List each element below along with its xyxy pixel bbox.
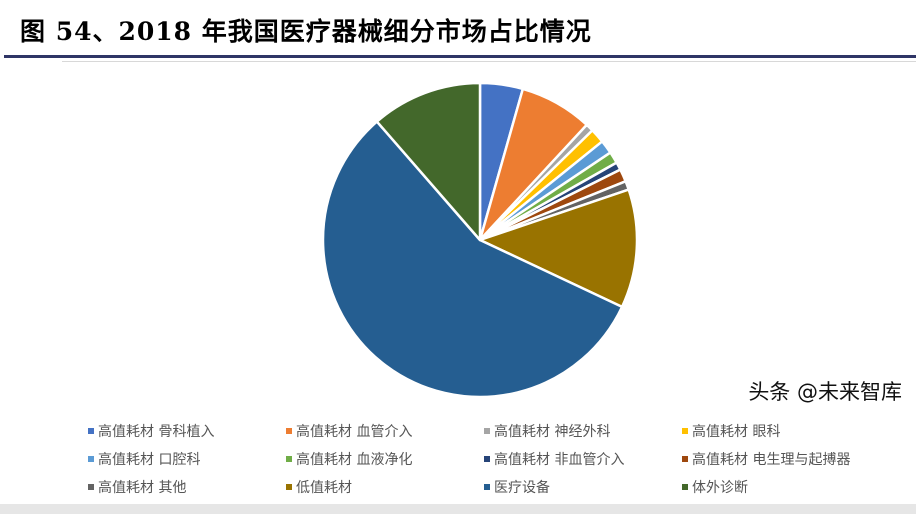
legend-label: 高值耗材 非血管介入 <box>494 452 625 468</box>
bottom-bar <box>0 504 916 514</box>
legend-swatch <box>286 484 292 490</box>
chart-title: 图 54、2018 年我国医疗器械细分市场占比情况 <box>20 17 592 46</box>
legend-label: 体外诊断 <box>692 480 748 496</box>
legend-item: 高值耗材 骨科植入 <box>88 420 286 442</box>
divider <box>62 61 916 62</box>
legend-item: 高值耗材 电生理与起搏器 <box>682 448 902 470</box>
legend-swatch <box>286 456 292 462</box>
legend-label: 高值耗材 眼科 <box>692 424 781 440</box>
legend-swatch <box>682 456 688 462</box>
legend-label: 高值耗材 血管介入 <box>296 424 413 440</box>
legend-label: 高值耗材 电生理与起搏器 <box>692 452 851 468</box>
legend-label: 医疗设备 <box>494 480 550 496</box>
legend-label: 低值耗材 <box>296 480 352 496</box>
legend-swatch <box>286 428 292 434</box>
legend-label: 高值耗材 其他 <box>98 480 187 496</box>
pie-slice <box>375 81 482 242</box>
legend-label: 高值耗材 骨科植入 <box>98 424 215 440</box>
title-underline <box>4 55 916 58</box>
legend-item: 低值耗材 <box>286 476 484 498</box>
legend-item: 高值耗材 其他 <box>88 476 286 498</box>
legend-item: 体外诊断 <box>682 476 902 498</box>
legend-item: 高值耗材 血液净化 <box>286 448 484 470</box>
legend-item: 高值耗材 非血管介入 <box>484 448 682 470</box>
legend-swatch <box>484 484 490 490</box>
legend-item: 高值耗材 口腔科 <box>88 448 286 470</box>
legend-swatch <box>484 456 490 462</box>
legend-item: 医疗设备 <box>484 476 682 498</box>
legend: 高值耗材 骨科植入 高值耗材 血管介入 高值耗材 神经外科 高值耗材 眼科高值耗材 口… <box>88 420 908 498</box>
legend-item: 高值耗材 神经外科 <box>484 420 682 442</box>
legend-label: 高值耗材 口腔科 <box>98 452 201 468</box>
legend-item: 高值耗材 眼科 <box>682 420 902 442</box>
legend-swatch <box>682 428 688 434</box>
legend-swatch <box>682 484 688 490</box>
legend-label: 高值耗材 神经外科 <box>494 424 611 440</box>
pie-slice <box>478 188 639 309</box>
watermark: 头条 @未来智库 <box>748 380 902 404</box>
legend-swatch <box>484 428 490 434</box>
legend-swatch <box>88 428 94 434</box>
legend-swatch <box>88 484 94 490</box>
pie-slice <box>321 120 624 399</box>
legend-item: 高值耗材 血管介入 <box>286 420 484 442</box>
legend-swatch <box>88 456 94 462</box>
legend-label: 高值耗材 血液净化 <box>296 452 413 468</box>
